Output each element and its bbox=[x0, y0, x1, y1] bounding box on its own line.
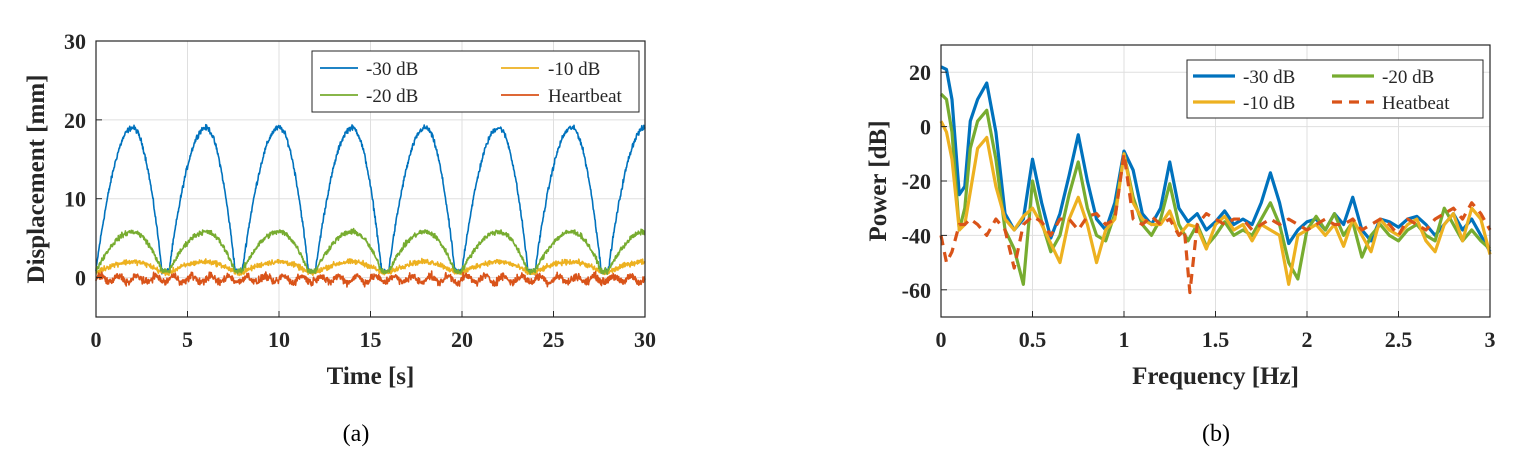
panel-b-x-axis-label: Frequency [Hz] bbox=[1132, 363, 1299, 390]
panel-a-caption: (a) bbox=[343, 421, 370, 447]
legend-label: -10 dB bbox=[548, 59, 600, 80]
y-tick-label: 30 bbox=[64, 29, 86, 54]
panel-a-y-axis-label: Displacement [mm] bbox=[23, 75, 50, 284]
panel-a-x-axis-label: Time [s] bbox=[327, 363, 415, 390]
y-tick-label: -60 bbox=[902, 278, 931, 303]
legend-label: -20 dB bbox=[1382, 67, 1434, 88]
series-line-minus20db bbox=[95, 227, 646, 276]
legend-box bbox=[1186, 59, 1484, 119]
panel-b-ticks: 0 0.5 1 1.5 2 2.5 3 -60 -40 -20 0 20 bbox=[902, 60, 1496, 352]
legend-box bbox=[311, 50, 640, 113]
panel-a-chart: 0 5 10 15 20 25 30 0 10 20 30 Time [s] Displacemen… bbox=[23, 29, 656, 390]
series-line-minus30db bbox=[95, 123, 646, 276]
legend-label: Heartbeat bbox=[548, 86, 623, 107]
legend-label: -30 dB bbox=[366, 59, 418, 80]
panel-a-ticks: 0 5 10 15 20 25 30 0 10 20 30 bbox=[64, 29, 656, 352]
y-tick-label: 0 bbox=[920, 115, 931, 140]
legend-label: -20 dB bbox=[366, 86, 418, 107]
x-tick-label: 30 bbox=[634, 327, 656, 352]
x-tick-label: 0 bbox=[91, 327, 102, 352]
y-tick-label: 10 bbox=[64, 187, 86, 212]
x-tick-label: 5 bbox=[182, 327, 193, 352]
panel-b-chart: 0 0.5 1 1.5 2 2.5 3 -60 -40 -20 0 20 Frequency [Hz]… bbox=[865, 44, 1496, 390]
x-tick-label: 1.5 bbox=[1202, 327, 1230, 352]
y-tick-label: 0 bbox=[75, 266, 86, 291]
x-tick-label: 25 bbox=[543, 327, 565, 352]
x-tick-label: 15 bbox=[360, 327, 382, 352]
x-tick-label: 3 bbox=[1485, 327, 1496, 352]
series-line-heatbeat bbox=[939, 152, 1492, 295]
y-tick-label: 20 bbox=[909, 60, 931, 85]
x-tick-label: 0 bbox=[936, 327, 947, 352]
y-tick-label: -20 bbox=[902, 169, 931, 194]
y-tick-label: -40 bbox=[902, 223, 931, 248]
y-tick-label: 20 bbox=[64, 108, 86, 133]
panel-b-legend: -30 dB -20 dB -10 dB Heatbeat bbox=[1186, 59, 1484, 119]
x-tick-label: 2 bbox=[1302, 327, 1313, 352]
panel-b-y-axis-label: Power [dB] bbox=[865, 120, 892, 241]
series-line-minus10db bbox=[939, 120, 1492, 286]
legend-label: Heatbeat bbox=[1382, 93, 1450, 114]
x-tick-label: 10 bbox=[268, 327, 290, 352]
legend-label: -10 dB bbox=[1243, 93, 1295, 114]
panel-a-legend: -30 dB -10 dB -20 dB Heartbeat bbox=[311, 50, 640, 113]
legend-label: -30 dB bbox=[1243, 67, 1295, 88]
panel-b-caption: (b) bbox=[1202, 421, 1230, 447]
panel-b-series-lines bbox=[939, 65, 1492, 295]
panel-a-series-lines bbox=[95, 123, 646, 288]
x-tick-label: 0.5 bbox=[1019, 327, 1047, 352]
series-line-heartbeat bbox=[95, 270, 646, 288]
x-tick-label: 1 bbox=[1119, 327, 1130, 352]
series-line-minus10db bbox=[95, 257, 646, 277]
x-tick-label: 20 bbox=[451, 327, 473, 352]
x-tick-label: 2.5 bbox=[1385, 327, 1413, 352]
